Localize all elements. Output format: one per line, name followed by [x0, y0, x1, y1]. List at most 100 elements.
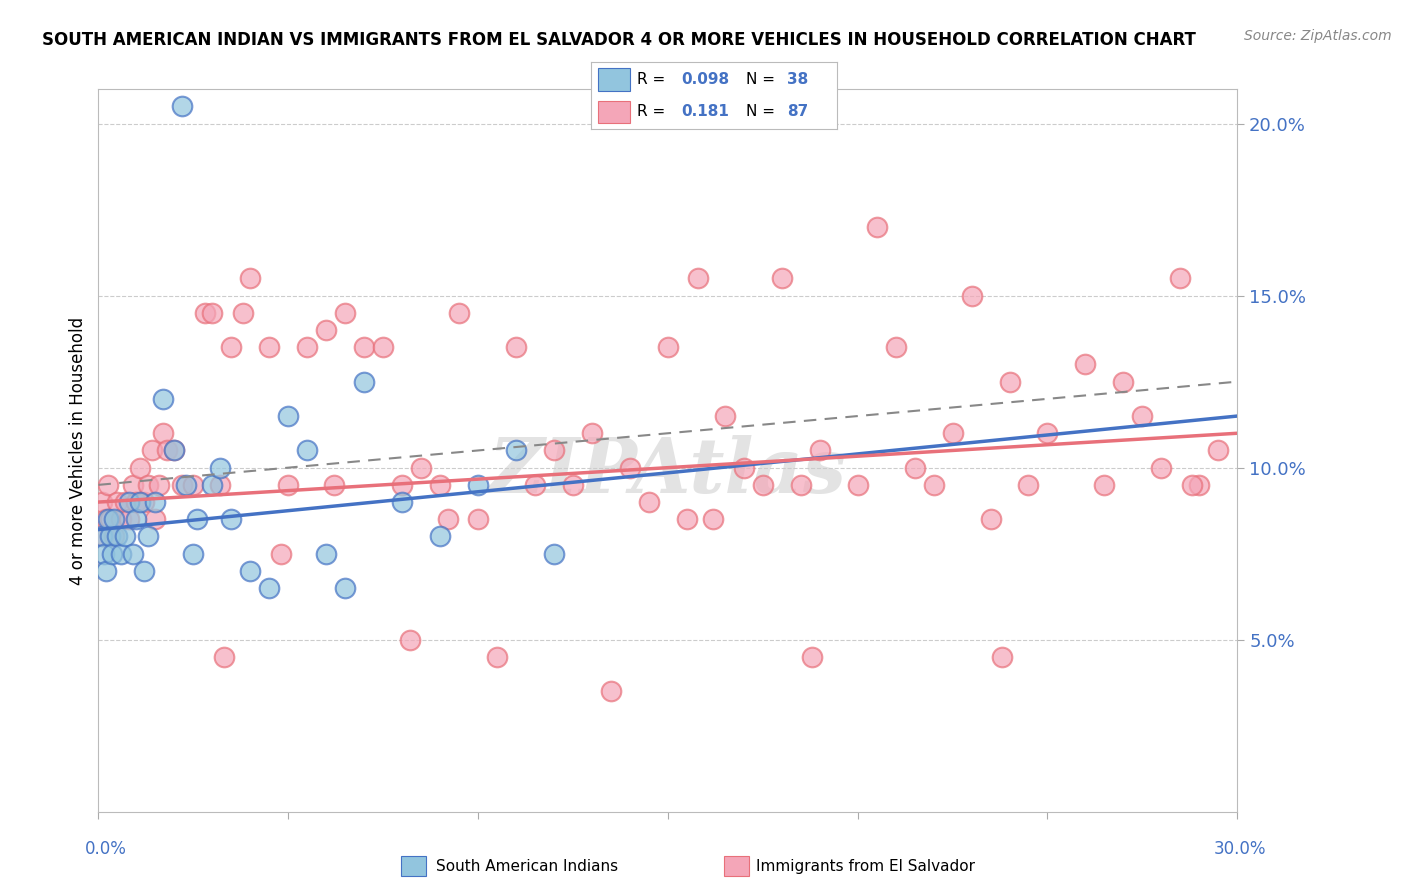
Point [239, 271, 262, 285]
Point [581, 426, 603, 441]
Point [107, 529, 129, 543]
Point [208, 460, 231, 475]
Text: 87: 87 [787, 104, 808, 120]
Text: N =: N = [745, 104, 779, 120]
Point [277, 478, 299, 492]
Point [121, 547, 143, 561]
Point [221, 512, 243, 526]
Point [136, 529, 159, 543]
Point [733, 460, 755, 475]
Point [277, 409, 299, 423]
Text: R =: R = [637, 72, 671, 87]
Point [411, 460, 433, 475]
Point [391, 495, 413, 509]
Point [170, 99, 193, 113]
Point [183, 478, 205, 492]
Point [315, 323, 337, 337]
Point [619, 460, 641, 475]
Point [163, 443, 186, 458]
Point [486, 649, 509, 664]
Point [1188, 478, 1211, 492]
Point [429, 478, 451, 492]
Point [884, 340, 907, 354]
Text: 38: 38 [787, 72, 808, 87]
Point [524, 478, 547, 492]
Text: 0.0%: 0.0% [84, 840, 127, 858]
Point [125, 512, 148, 526]
Point [391, 478, 413, 492]
Point [163, 443, 186, 458]
Point [129, 495, 152, 509]
Point [398, 632, 420, 647]
Point [638, 495, 661, 509]
Point [259, 340, 281, 354]
Point [562, 478, 585, 492]
Text: SOUTH AMERICAN INDIAN VS IMMIGRANTS FROM EL SALVADOR 4 OR MORE VEHICLES IN HOUSE: SOUTH AMERICAN INDIAN VS IMMIGRANTS FROM… [42, 31, 1195, 49]
Point [93, 529, 115, 543]
Point [201, 306, 224, 320]
Point [136, 478, 159, 492]
Point [505, 340, 527, 354]
Point [152, 426, 174, 441]
Point [121, 478, 143, 492]
Point [371, 340, 394, 354]
Point [866, 219, 889, 234]
Point [801, 649, 824, 664]
Text: ZIPAtlas: ZIPAtlas [489, 435, 846, 509]
Point [1094, 478, 1116, 492]
Text: Source: ZipAtlas.com: Source: ZipAtlas.com [1244, 29, 1392, 43]
Point [93, 547, 115, 561]
Point [714, 409, 737, 423]
Text: 30.0%: 30.0% [1213, 840, 1267, 858]
Point [145, 495, 167, 509]
Point [110, 547, 132, 561]
Point [212, 649, 235, 664]
Y-axis label: 4 or more Vehicles in Household: 4 or more Vehicles in Household [69, 317, 87, 584]
Point [170, 478, 193, 492]
Point [600, 684, 623, 698]
Text: Immigrants from El Salvador: Immigrants from El Salvador [756, 859, 976, 873]
Point [114, 495, 136, 509]
Point [94, 512, 117, 526]
Point [752, 478, 775, 492]
Point [98, 529, 121, 543]
Point [270, 547, 292, 561]
Point [467, 512, 489, 526]
Point [543, 547, 565, 561]
Point [152, 392, 174, 406]
Text: South American Indians: South American Indians [436, 859, 619, 873]
Point [429, 529, 451, 543]
Point [1132, 409, 1154, 423]
Point [846, 478, 869, 492]
Point [174, 478, 197, 492]
Point [103, 529, 125, 543]
Point [98, 512, 121, 526]
Point [100, 547, 122, 561]
Point [194, 306, 217, 320]
Point [259, 581, 281, 595]
Point [702, 512, 724, 526]
Point [232, 306, 254, 320]
Point [353, 375, 375, 389]
Point [118, 495, 141, 509]
Point [1112, 375, 1135, 389]
Point [118, 512, 141, 526]
Point [335, 306, 357, 320]
Point [114, 529, 136, 543]
Point [221, 340, 243, 354]
Point [979, 512, 1001, 526]
Point [183, 547, 205, 561]
Point [297, 443, 319, 458]
FancyBboxPatch shape [598, 101, 630, 123]
Point [353, 340, 375, 354]
Point [315, 547, 337, 561]
Point [132, 564, 155, 578]
FancyBboxPatch shape [598, 69, 630, 91]
Point [1208, 443, 1230, 458]
Point [156, 443, 179, 458]
Point [239, 564, 262, 578]
Point [808, 443, 831, 458]
Text: R =: R = [637, 104, 671, 120]
Text: 0.181: 0.181 [682, 104, 730, 120]
Point [110, 512, 132, 526]
